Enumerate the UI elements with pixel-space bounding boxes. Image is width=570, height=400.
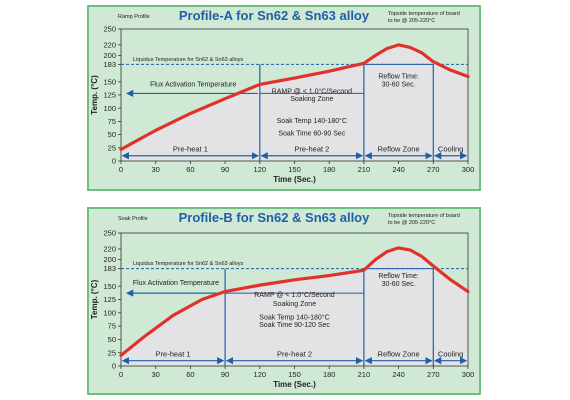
liquidus-label: Liquidus Temperature for Sn62 & Sn63 all… xyxy=(133,261,244,267)
profile-corner-label: Soak Profile xyxy=(118,216,148,222)
reflow-time-text: 30-60 Sec. xyxy=(382,281,416,288)
y-tick-label: 150 xyxy=(103,282,116,291)
x-tick-label: 270 xyxy=(427,370,440,379)
reflow-time-text: Reflow Time: xyxy=(378,273,419,280)
zone-label: Pre-heat 2 xyxy=(277,350,312,359)
topside-note-line: Topside temperature of board xyxy=(388,11,460,17)
topside-note-line: to be @ 205-220°C xyxy=(388,220,435,226)
liquidus-label: Liquidus Temperature for Sn62 & Sn63 all… xyxy=(133,57,244,63)
y-tick-label: 0 xyxy=(112,362,116,371)
y-tick-label: 100 xyxy=(103,308,116,317)
profile-corner-label: Ramp Profile xyxy=(118,14,150,20)
y-tick-label: 0 xyxy=(112,157,116,166)
y-tick-label: 25 xyxy=(108,348,116,357)
x-tick-label: 150 xyxy=(288,370,301,379)
zone-label: Reflow Zone xyxy=(378,145,420,154)
x-tick-label: 180 xyxy=(323,370,336,379)
y-tick-label: 200 xyxy=(103,51,116,60)
y-tick-label: 250 xyxy=(103,229,116,238)
y-tick-label: 25 xyxy=(108,143,116,152)
soak-box-text: Soaking Zone xyxy=(273,301,316,308)
y-tick-label: 220 xyxy=(103,40,116,49)
x-axis-label: Time (Sec.) xyxy=(273,175,316,184)
x-tick-label: 210 xyxy=(358,165,371,174)
x-tick-label: 240 xyxy=(392,370,405,379)
zone-label: Pre-heat 2 xyxy=(294,145,329,154)
x-tick-label: 120 xyxy=(254,370,267,379)
soak-info-text: Soak Temp 140-180°C xyxy=(259,314,329,322)
chart-title: Profile-B for Sn62 & Sn63 alloy xyxy=(179,210,370,225)
y-tick-label: 75 xyxy=(108,322,116,331)
x-tick-label: 0 xyxy=(119,370,123,379)
x-tick-label: 60 xyxy=(186,370,194,379)
y-tick-label: 250 xyxy=(103,25,116,34)
x-tick-label: 180 xyxy=(323,165,336,174)
soak-box-text: Soaking Zone xyxy=(290,96,333,103)
soak-info-text: Soak Temp 140-180°C xyxy=(277,117,347,125)
profile-chart-b: Soak Profile Profile-B for Sn62 & Sn63 al… xyxy=(87,207,481,395)
y-axis-label: Temp. (°C) xyxy=(90,279,99,319)
soak-info-text: Soak Time 60-90 Sec xyxy=(278,131,345,138)
temperature-profile-line xyxy=(119,43,470,151)
y-tick-label: 125 xyxy=(103,91,116,100)
temperature-profile-line xyxy=(119,246,470,357)
x-tick-label: 120 xyxy=(254,165,267,174)
x-tick-label: 270 xyxy=(427,165,440,174)
zone-label: Cooling xyxy=(438,145,463,154)
x-tick-label: 60 xyxy=(186,165,194,174)
reflow-time-text: 30-60 Sec. xyxy=(382,82,416,89)
zone-label: Reflow Zone xyxy=(378,350,420,359)
x-tick-label: 300 xyxy=(462,165,475,174)
soak-box-text: RAMP @ < 1.0°C/Second xyxy=(254,291,335,299)
profile-chart-a: Ramp Profile Profile-A for Sn62 & Sn63 al… xyxy=(87,5,481,191)
zone-label: Pre-heat 1 xyxy=(156,350,191,359)
flux-activation-label: Flux Activation Temperature xyxy=(133,280,219,287)
y-tick-label: 125 xyxy=(103,295,116,304)
y-tick-label: 200 xyxy=(103,255,116,264)
x-tick-label: 90 xyxy=(221,165,229,174)
topside-note-line: to be @ 205-220°C xyxy=(388,18,435,24)
y-tick-label: 183 xyxy=(103,264,116,273)
x-tick-label: 300 xyxy=(462,370,475,379)
x-tick-label: 90 xyxy=(221,370,229,379)
topside-note-line: Topside temperature of board xyxy=(388,213,460,219)
x-tick-label: 30 xyxy=(152,370,160,379)
zone-label: Pre-heat 1 xyxy=(173,145,208,154)
y-tick-label: 75 xyxy=(108,117,116,126)
x-tick-label: 30 xyxy=(152,165,160,174)
y-axis-label: Temp. (°C) xyxy=(90,75,99,115)
y-tick-label: 50 xyxy=(108,130,116,139)
y-tick-label: 183 xyxy=(103,60,116,69)
profile-area-fill xyxy=(121,247,468,366)
profile-area-fill xyxy=(121,44,468,162)
x-axis-label: Time (Sec.) xyxy=(273,380,316,389)
flux-activation-label: Flux Activation Temperature xyxy=(150,81,236,88)
y-tick-label: 50 xyxy=(108,335,116,344)
chart-title: Profile-A for Sn62 & Sn63 alloy xyxy=(179,8,370,23)
x-tick-label: 0 xyxy=(119,165,123,174)
reflow-time-text: Reflow Time: xyxy=(378,74,419,81)
soak-box-text: RAMP @ < 1.0°C/Second xyxy=(272,87,353,95)
zone-label: Cooling xyxy=(438,350,463,359)
y-tick-label: 150 xyxy=(103,77,116,86)
y-tick-label: 220 xyxy=(103,245,116,254)
x-tick-label: 240 xyxy=(392,165,405,174)
soak-info-text: Soak Time 90-120 Sec xyxy=(259,322,330,329)
x-tick-label: 150 xyxy=(288,165,301,174)
y-tick-label: 100 xyxy=(103,104,116,113)
x-tick-label: 210 xyxy=(358,370,371,379)
